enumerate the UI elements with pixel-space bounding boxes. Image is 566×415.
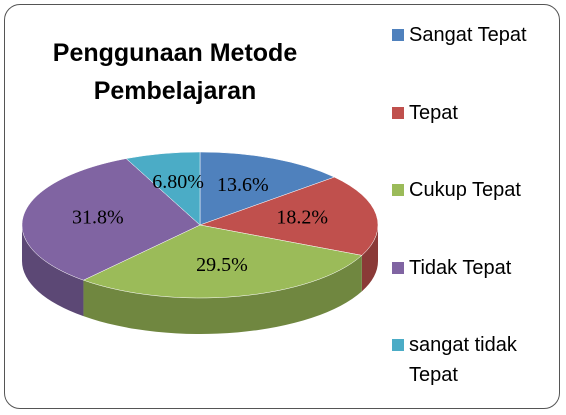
data-label: 6.80% [152, 171, 204, 193]
legend-swatch [392, 262, 404, 274]
legend-label: Tepat [409, 102, 458, 124]
slice [199, 176, 379, 256]
data-label: 18.2% [276, 207, 328, 229]
legend-label: Sangat Tepat [409, 24, 527, 46]
legend-item: Tepat [392, 98, 562, 128]
slice [21, 158, 201, 281]
legend-swatch [392, 107, 404, 119]
legend-label: Cukup Tepat [409, 179, 521, 201]
chart-title: Penggunaan Metode Pembelajaran [52, 39, 298, 105]
legend-swatch [392, 29, 404, 41]
slice [199, 151, 336, 226]
slice [82, 224, 363, 299]
legend-label: Tidak Tepat [409, 257, 512, 279]
data-label: 29.5% [196, 254, 248, 276]
slice-side [22, 225, 84, 317]
legend-item: Sangat Tepat [392, 20, 562, 50]
legend-swatch [392, 339, 404, 351]
legend-item: Cukup Tepat [392, 175, 562, 205]
slice-side [83, 255, 362, 334]
legend-item: sangat tidak Tepat [392, 330, 562, 390]
legend-label: sangat tidak Tepat [409, 334, 517, 386]
legend-swatch [392, 184, 404, 196]
slice-side [361, 225, 378, 292]
data-label: 31.8% [72, 207, 124, 229]
data-label: 13.6% [217, 174, 269, 196]
legend-item: Tidak Tepat [392, 253, 562, 283]
chart-border [4, 4, 560, 409]
slice [125, 151, 201, 226]
